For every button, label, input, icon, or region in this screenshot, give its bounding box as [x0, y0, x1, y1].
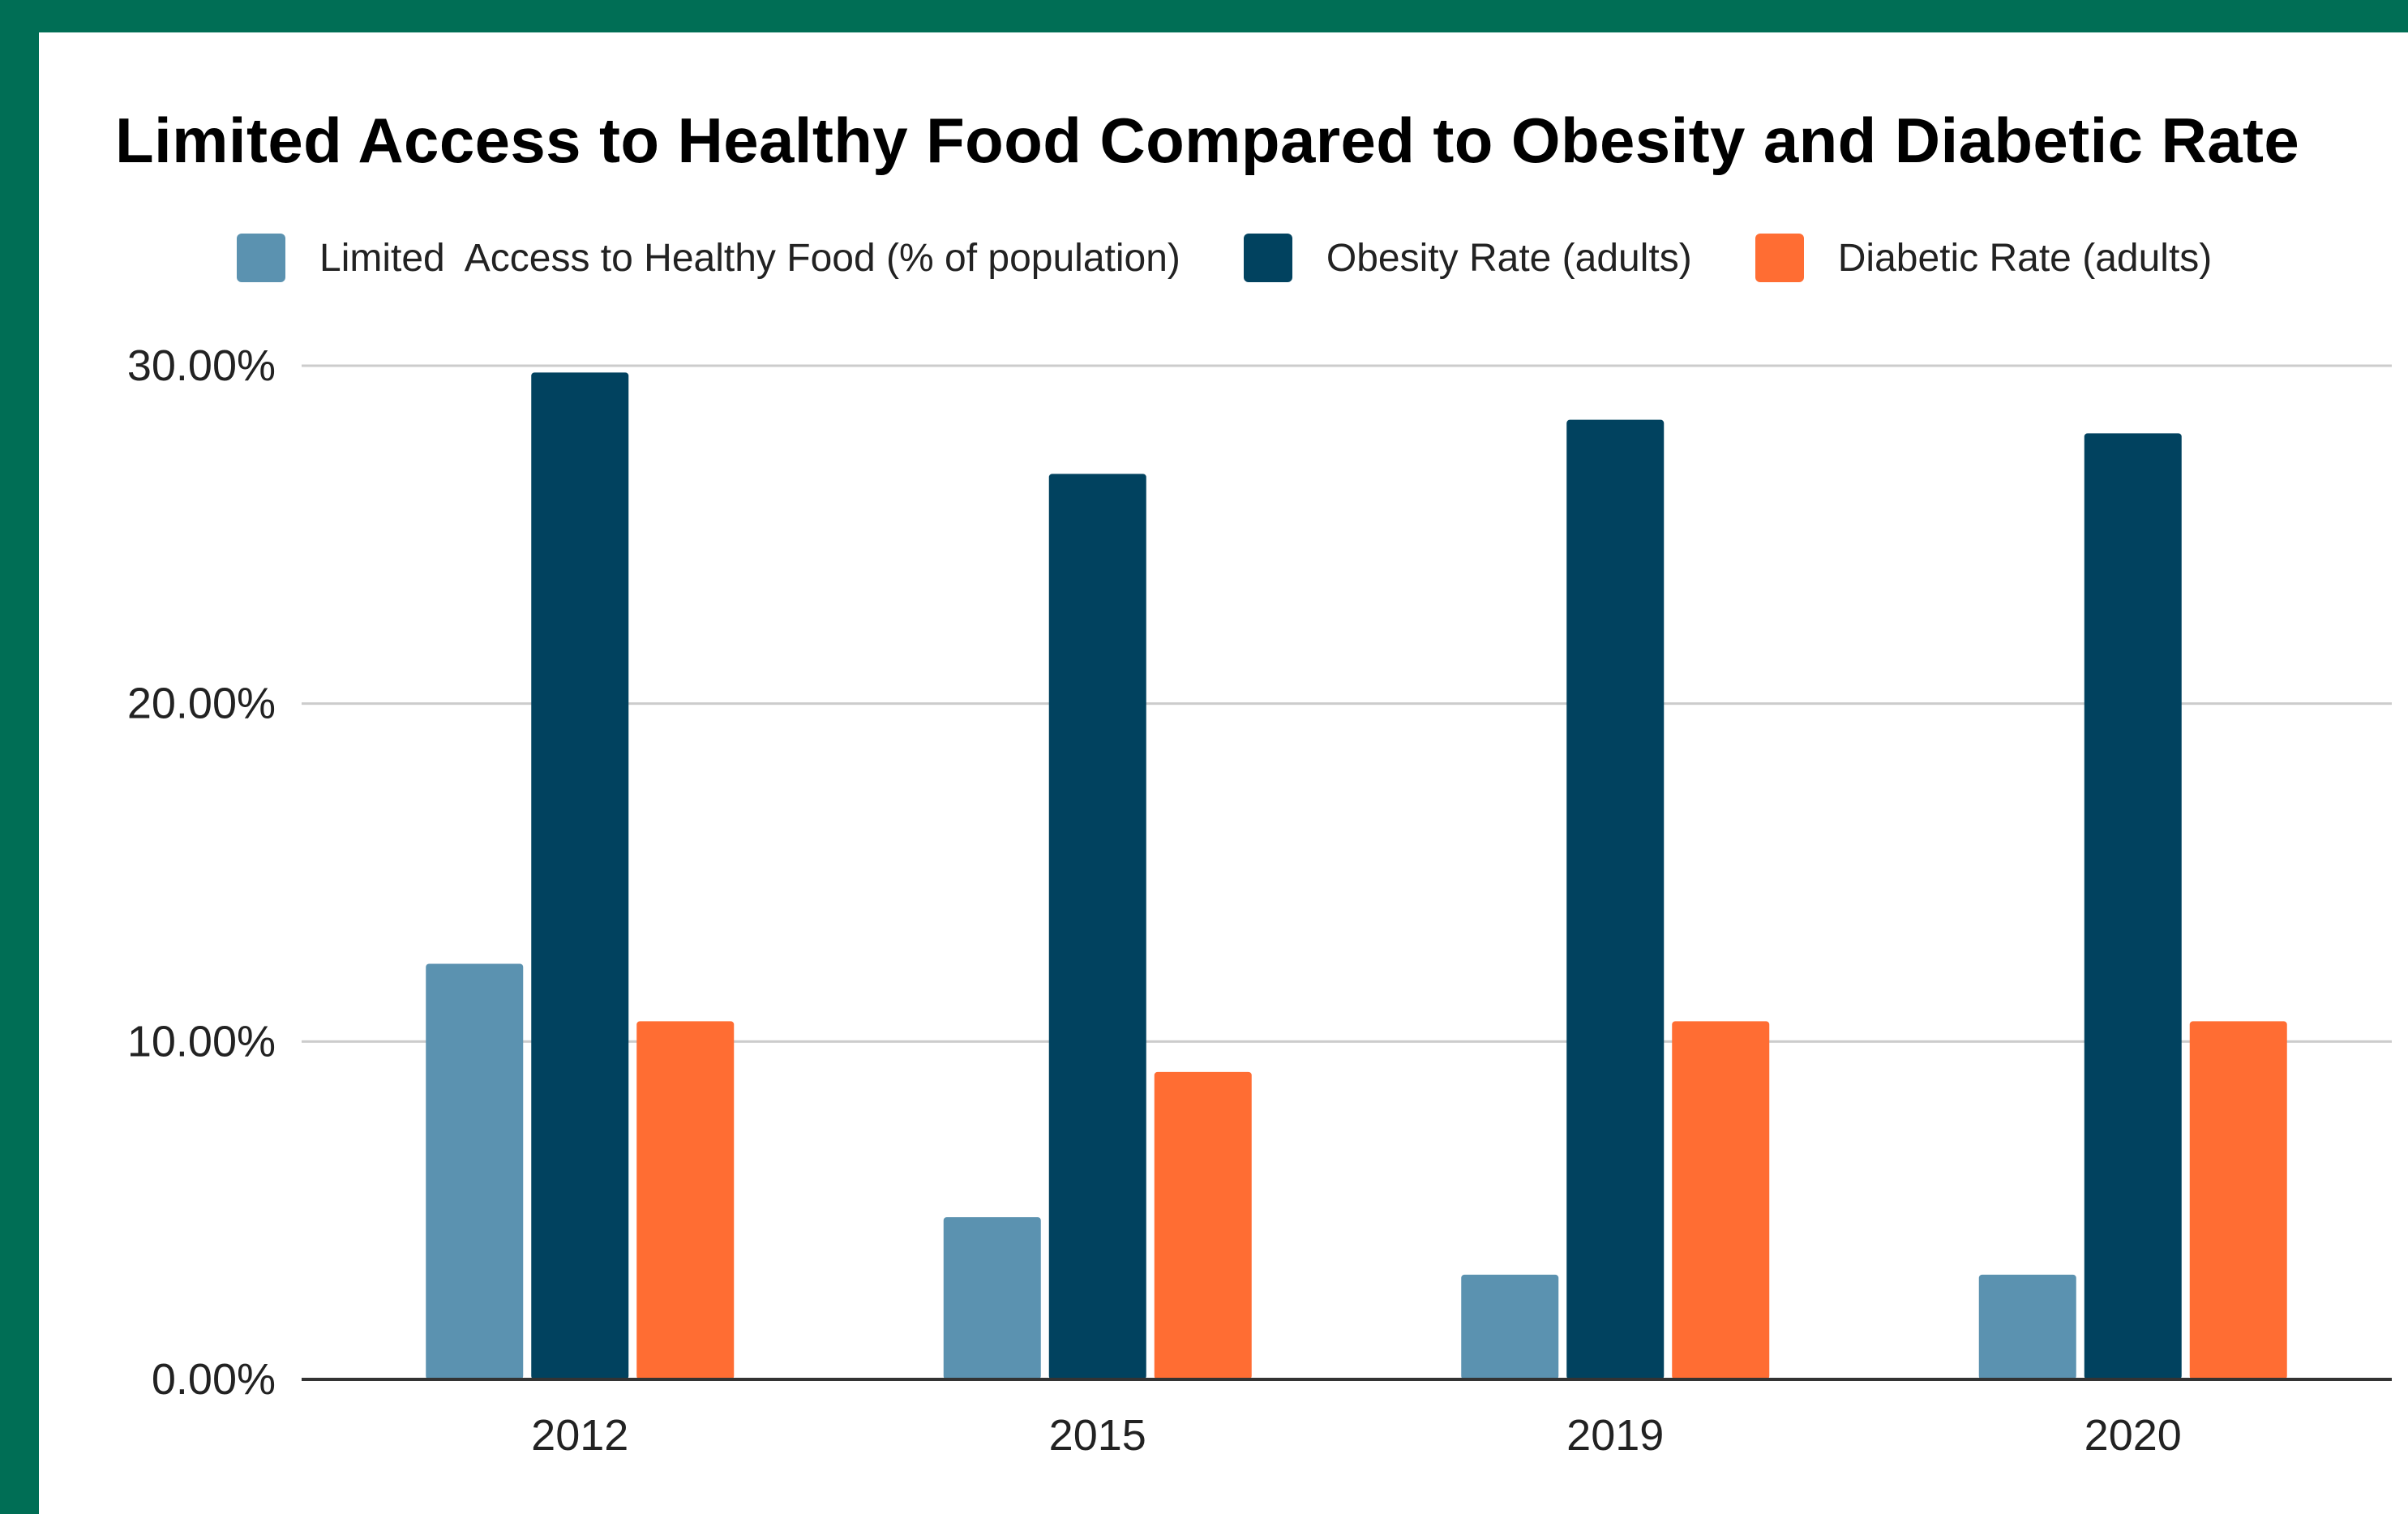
bar-2012-series-0	[426, 963, 524, 1379]
bar-2015-series-2	[1154, 1071, 1252, 1379]
legend-item-limited-access: Limited Access to Healthy Food (% of pop…	[237, 234, 1180, 282]
x-tick-label: 2019	[1566, 1411, 1664, 1460]
bars	[426, 372, 2287, 1380]
x-tick-label: 2012	[531, 1411, 628, 1460]
legend: Limited Access to Healthy Food (% of pop…	[237, 234, 2275, 282]
legend-swatch-limited-access	[237, 234, 285, 282]
x-tick-label: 2015	[1049, 1411, 1146, 1460]
legend-label-diabetic: Diabetic Rate (adults)	[1837, 236, 2213, 280]
bar-2020-series-1	[2084, 433, 2182, 1380]
bar-2015-series-1	[1048, 474, 1146, 1380]
legend-label-limited-access: Limited Access to Healthy Food (% of pop…	[319, 236, 1180, 280]
y-tick-label: 30.00%	[127, 341, 276, 390]
legend-label-obesity: Obesity Rate (adults)	[1326, 236, 1692, 280]
bar-2015-series-0	[943, 1217, 1041, 1379]
bar-2019-series-0	[1461, 1274, 1559, 1379]
y-tick-label: 0.00%	[152, 1355, 276, 1404]
legend-item-diabetic: Diabetic Rate (adults)	[1755, 234, 2213, 282]
bar-2012-series-2	[636, 1021, 735, 1379]
x-tick-label: 2020	[2085, 1411, 2182, 1460]
legend-swatch-obesity	[1243, 234, 1292, 282]
chart-title: Limited Access to Healthy Food Compared …	[115, 105, 2300, 176]
bar-2020-series-0	[1978, 1274, 2076, 1379]
legend-swatch-diabetic	[1755, 234, 1804, 282]
y-tick-labels: 0.00% 10.00% 20.00% 30.00%	[127, 341, 276, 1404]
bar-2019-series-2	[1672, 1021, 1770, 1379]
legend-item-obesity: Obesity Rate (adults)	[1243, 234, 1692, 282]
x-tick-labels: 2012 2015 2019 2020	[531, 1411, 2182, 1460]
y-tick-label: 10.00%	[127, 1017, 276, 1066]
bar-2019-series-1	[1566, 419, 1665, 1379]
bar-2012-series-1	[531, 372, 629, 1379]
y-tick-label: 20.00%	[127, 680, 276, 728]
bar-2020-series-2	[2189, 1021, 2287, 1379]
